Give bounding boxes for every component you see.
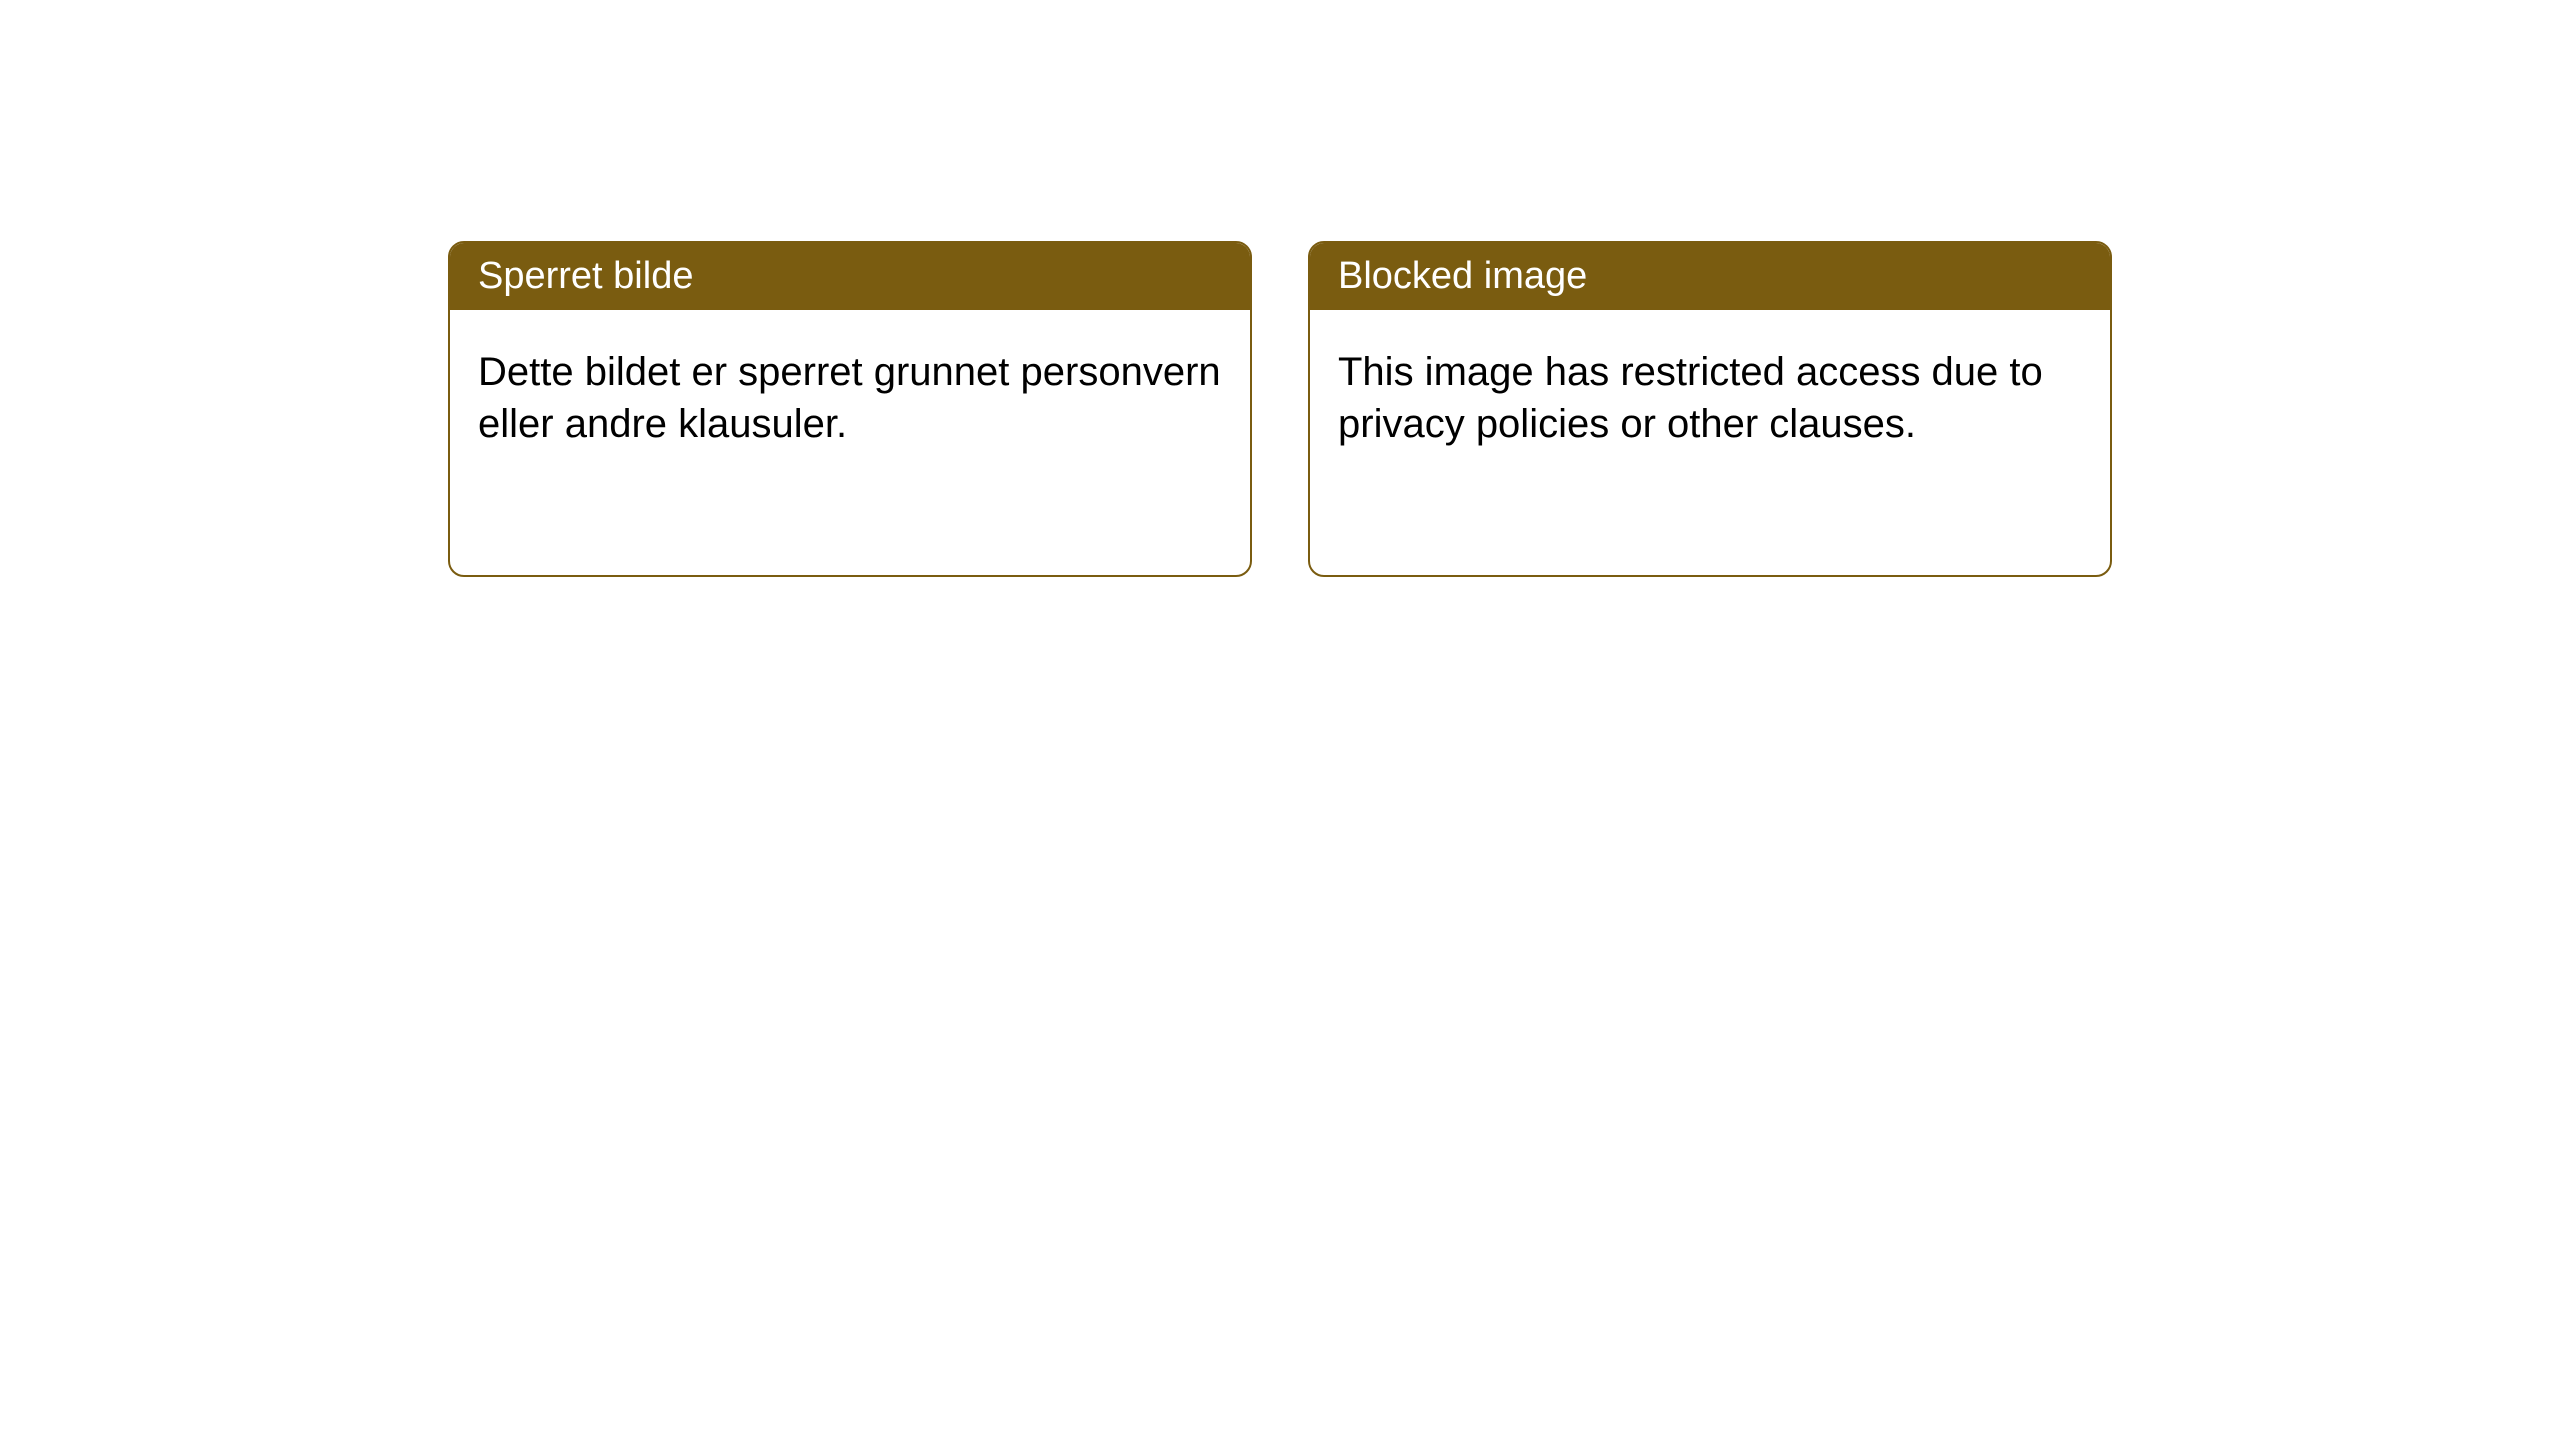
notice-title: Sperret bilde <box>478 255 693 297</box>
notice-header: Blocked image <box>1310 243 2110 310</box>
notice-body: Dette bildet er sperret grunnet personve… <box>450 310 1250 486</box>
notice-header: Sperret bilde <box>450 243 1250 310</box>
notice-box-norwegian: Sperret bilde Dette bildet er sperret gr… <box>448 241 1252 577</box>
notice-body-text: Dette bildet er sperret grunnet personve… <box>478 350 1221 446</box>
notice-container: Sperret bilde Dette bildet er sperret gr… <box>0 0 2560 577</box>
notice-body-text: This image has restricted access due to … <box>1338 350 2043 446</box>
notice-body: This image has restricted access due to … <box>1310 310 2110 486</box>
notice-box-english: Blocked image This image has restricted … <box>1308 241 2112 577</box>
notice-title: Blocked image <box>1338 255 1587 297</box>
